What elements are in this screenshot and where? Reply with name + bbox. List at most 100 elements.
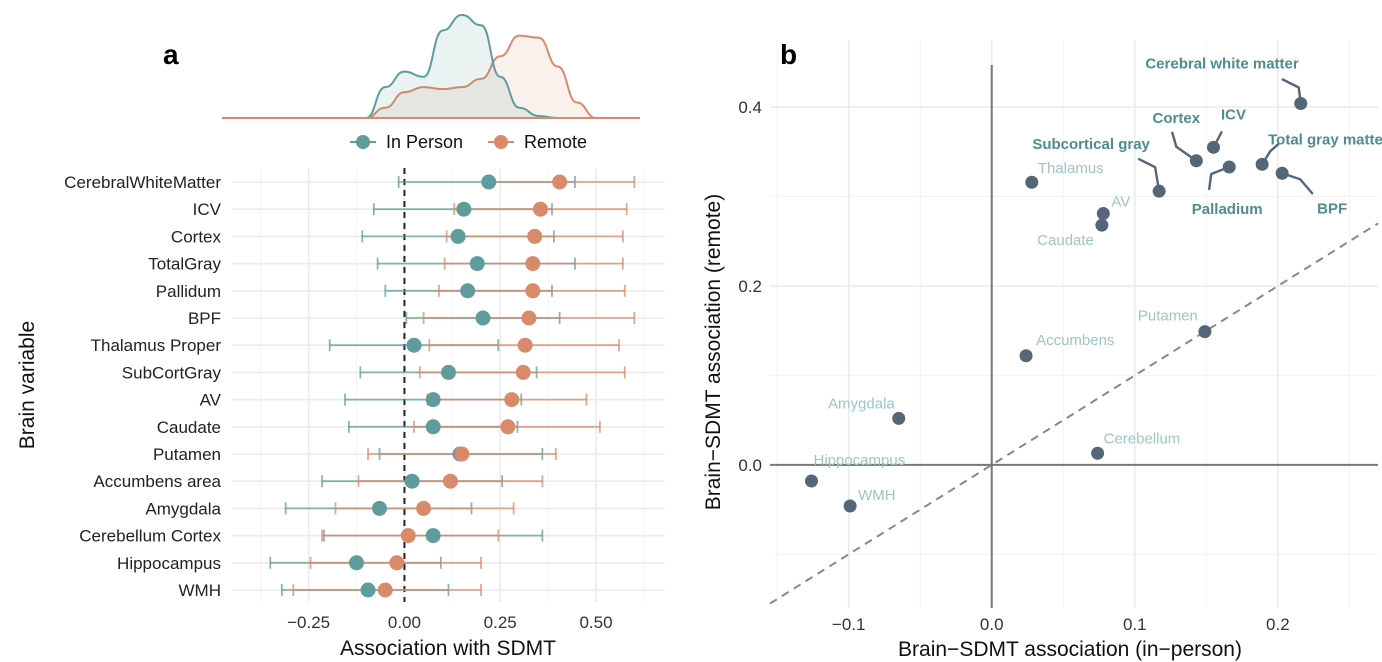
legend-label-in-person: In Person bbox=[386, 132, 463, 152]
point-remote bbox=[377, 582, 393, 598]
legend-key-point bbox=[494, 135, 508, 149]
y-axis-title: Brain−SDMT association (remote) bbox=[702, 194, 725, 510]
point-remote bbox=[454, 446, 470, 462]
label-leader-line bbox=[1137, 157, 1161, 193]
point-label: Accumbens bbox=[1036, 332, 1114, 349]
scatter-point bbox=[1096, 207, 1110, 221]
y-axis-title: Brain variable bbox=[16, 321, 39, 449]
scatter-point bbox=[843, 499, 857, 513]
density-in-person-fill bbox=[366, 15, 597, 118]
x-tick-label: 0.0 bbox=[980, 615, 1004, 634]
x-tick-label: 0.1 bbox=[1123, 615, 1147, 634]
point-label: ICV bbox=[1221, 106, 1246, 123]
y-tick-label: 0.0 bbox=[738, 456, 762, 475]
x-tick-label: 0.50 bbox=[579, 613, 612, 632]
point-in-person bbox=[441, 364, 456, 380]
legend-key-point bbox=[356, 135, 370, 149]
x-tick-label: −0.1 bbox=[832, 615, 866, 634]
point-in-person bbox=[450, 228, 466, 244]
point-remote bbox=[500, 419, 516, 435]
point-remote bbox=[517, 337, 533, 353]
scatter-point bbox=[1294, 97, 1308, 111]
point-remote bbox=[400, 528, 416, 544]
point-in-person bbox=[469, 256, 485, 272]
scatter-point bbox=[1198, 325, 1212, 339]
x-tick-label: 0.2 bbox=[1266, 615, 1290, 634]
scatter-point bbox=[1025, 175, 1039, 189]
point-remote bbox=[527, 228, 543, 244]
scatter-point bbox=[1189, 154, 1203, 168]
category-label: Thalamus Proper bbox=[91, 336, 222, 355]
category-label: Caudate bbox=[157, 418, 221, 437]
scatter-point bbox=[1222, 160, 1236, 174]
scatter-point bbox=[1095, 218, 1109, 232]
scatter-point bbox=[804, 474, 818, 488]
label-leader-line bbox=[1171, 131, 1198, 162]
point-label: Palladium bbox=[1192, 201, 1263, 218]
point-in-person bbox=[481, 174, 497, 190]
scatter-point bbox=[1019, 349, 1033, 363]
x-tick-label: −0.25 bbox=[287, 613, 330, 632]
point-in-person bbox=[425, 392, 441, 408]
category-label: TotalGray bbox=[148, 255, 221, 274]
category-label: CerebralWhiteMatter bbox=[64, 173, 221, 192]
point-in-person bbox=[425, 528, 441, 544]
point-label: Total gray matter bbox=[1268, 131, 1382, 148]
x-axis-title: Brain−SDMT association (in−person) bbox=[898, 638, 1242, 661]
point-remote bbox=[532, 201, 548, 217]
point-in-person bbox=[475, 310, 491, 326]
category-label: BPF bbox=[188, 309, 221, 328]
category-label: Accumbens area bbox=[93, 472, 221, 491]
point-in-person bbox=[349, 555, 365, 571]
point-remote bbox=[416, 500, 432, 516]
point-remote bbox=[525, 283, 541, 299]
category-label: Cerebellum Cortex bbox=[79, 527, 221, 546]
scatter-point bbox=[1255, 157, 1269, 171]
point-in-person bbox=[425, 419, 441, 435]
scatter-point bbox=[1152, 184, 1166, 198]
point-remote bbox=[515, 364, 531, 380]
y-tick-label: 0.2 bbox=[738, 277, 762, 296]
point-in-person bbox=[406, 337, 422, 353]
scatter-point bbox=[892, 411, 906, 425]
point-in-person bbox=[460, 283, 476, 299]
point-remote bbox=[552, 174, 568, 190]
panel-a-letter: a bbox=[163, 39, 179, 70]
category-label: Putamen bbox=[153, 445, 221, 464]
identity-dashed-line bbox=[769, 222, 1379, 605]
point-remote bbox=[389, 555, 405, 571]
category-label: AV bbox=[200, 391, 222, 410]
scatter-point bbox=[1275, 166, 1289, 180]
point-label: Cerebral white matter bbox=[1145, 56, 1299, 73]
panel-a: a In Person Remote CerebralWhiteMatter ICV C… bbox=[16, 13, 665, 660]
point-remote bbox=[521, 310, 537, 326]
point-label: WMH bbox=[858, 487, 896, 504]
category-label: SubCortGray bbox=[122, 363, 222, 382]
x-axis-title: Association with SDMT bbox=[340, 637, 556, 660]
scatter-point bbox=[1091, 446, 1105, 460]
point-label: Amygdala bbox=[828, 395, 895, 412]
point-label: Thalamus bbox=[1038, 160, 1104, 177]
category-label: Pallidum bbox=[156, 282, 221, 301]
category-label: Hippocampus bbox=[117, 554, 221, 573]
point-label: Cerebellum bbox=[1104, 430, 1181, 447]
point-remote bbox=[504, 392, 520, 408]
point-label: Caudate bbox=[1037, 232, 1094, 249]
panel-b-letter: b bbox=[780, 39, 797, 70]
category-label: Cortex bbox=[171, 227, 222, 246]
scatter-point bbox=[1206, 140, 1220, 154]
point-label: Putamen bbox=[1138, 308, 1198, 325]
density-remote-fill bbox=[366, 35, 597, 118]
panel-b: b Cerebral white matter ICV Cortex Total gr… bbox=[702, 39, 1382, 661]
category-label: ICV bbox=[193, 200, 222, 219]
point-label: Hippocampus bbox=[813, 452, 905, 469]
legend-label-remote: Remote bbox=[524, 132, 587, 152]
point-label: Cortex bbox=[1153, 110, 1201, 127]
point-in-person bbox=[404, 473, 420, 489]
y-tick-label: 0.4 bbox=[738, 98, 762, 117]
category-label: Amygdala bbox=[145, 499, 221, 518]
point-label: AV bbox=[1111, 194, 1130, 211]
point-remote bbox=[442, 473, 458, 489]
point-in-person bbox=[360, 582, 376, 598]
